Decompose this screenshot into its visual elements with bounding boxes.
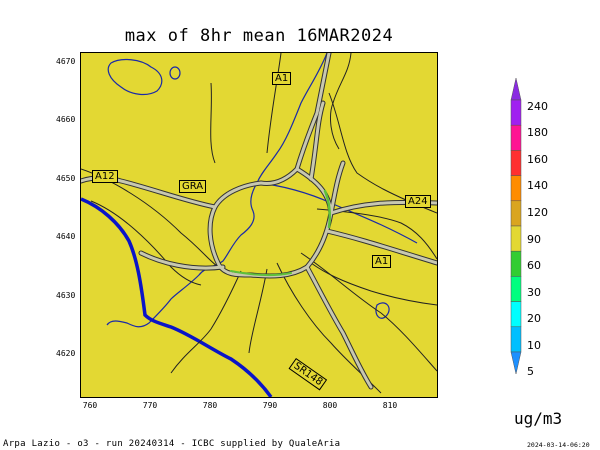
lake-small — [169, 66, 181, 80]
y-tick-label: 4630 — [56, 291, 76, 300]
colorbar-bottom-triangle — [510, 351, 522, 374]
y-tick-label: 4660 — [56, 115, 76, 124]
colorbar-label: 180 — [527, 126, 548, 139]
x-tick-label: 800 — [322, 401, 338, 410]
colorbar-segment — [510, 326, 522, 353]
colorbar-segment — [510, 99, 522, 126]
run-timestamp: 2024-03-14-06:20 — [527, 441, 590, 449]
concentration-map — [80, 52, 438, 398]
colorbar-label: 90 — [527, 233, 541, 246]
colorbar-label: 120 — [527, 206, 548, 219]
y-tick-label: 4650 — [56, 174, 76, 183]
x-tick-label: 780 — [202, 401, 218, 410]
colorbar-segment — [510, 200, 522, 227]
y-tick-label: 4640 — [56, 232, 76, 241]
colorbar-label: 140 — [527, 179, 548, 192]
y-tick-label: 4670 — [56, 57, 76, 66]
map-canvas — [81, 53, 437, 397]
y-tick-label: 4620 — [56, 349, 76, 358]
colorbar-top-triangle — [510, 78, 522, 101]
colorbar — [510, 78, 522, 374]
x-tick-label: 770 — [142, 401, 158, 410]
boundaries — [81, 53, 437, 394]
colorbar-segment — [510, 276, 522, 302]
x-tick-label: 790 — [262, 401, 278, 410]
coastline — [81, 197, 273, 397]
river-tiber — [106, 53, 328, 328]
colorbar-segment — [510, 150, 522, 176]
colorbar-segment — [510, 301, 522, 328]
x-tick-label: 760 — [82, 401, 98, 410]
map-title: max of 8hr mean 16MAR2024 — [124, 26, 394, 46]
footer-credits: Arpa Lazio - o3 - run 20240314 - ICBC su… — [3, 439, 341, 449]
colorbar-label: 160 — [527, 153, 548, 166]
colorbar-label: 240 — [527, 100, 548, 113]
road-label-gra: GRA — [179, 180, 207, 193]
colorbar-label: 5 — [527, 365, 534, 378]
colorbar-segment — [510, 124, 522, 151]
road-label-a1-north: A1 — [272, 72, 292, 85]
colorbar-segment — [510, 175, 522, 202]
road-label-a12: A12 — [92, 170, 118, 183]
colorbar-label: 10 — [527, 339, 541, 352]
units-label: ug/m3 — [514, 409, 563, 428]
colorbar-segment — [510, 250, 522, 277]
lake-east — [375, 302, 390, 319]
colorbar-label: 60 — [527, 259, 541, 272]
colorbar-label: 30 — [527, 286, 541, 299]
road-label-a24: A24 — [405, 195, 431, 208]
colorbar-segment — [510, 225, 522, 252]
lake-north — [107, 58, 163, 96]
colorbar-label: 20 — [527, 312, 541, 325]
road-label-a1-south: A1 — [372, 255, 392, 268]
motorways — [81, 53, 437, 390]
x-tick-label: 810 — [382, 401, 398, 410]
